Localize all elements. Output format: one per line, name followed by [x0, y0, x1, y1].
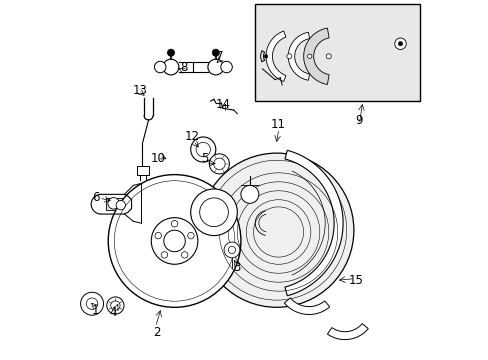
Circle shape [154, 61, 165, 73]
Text: 13: 13 [133, 84, 148, 97]
Circle shape [207, 59, 223, 75]
Circle shape [86, 298, 98, 310]
Circle shape [241, 185, 258, 203]
Circle shape [110, 301, 120, 310]
Bar [255, 4, 419, 101]
Circle shape [228, 246, 235, 253]
Text: 11: 11 [270, 118, 285, 131]
Bar [106, 198, 128, 211]
Circle shape [163, 230, 185, 252]
Circle shape [199, 198, 228, 226]
Circle shape [106, 297, 124, 314]
Circle shape [286, 54, 291, 59]
Text: 7: 7 [215, 50, 223, 63]
Text: 9: 9 [355, 114, 362, 127]
Circle shape [212, 49, 219, 56]
Bar [137, 166, 149, 175]
Circle shape [181, 252, 187, 258]
Polygon shape [288, 32, 309, 80]
Polygon shape [265, 31, 285, 82]
Circle shape [161, 252, 167, 258]
Circle shape [224, 242, 239, 258]
Circle shape [81, 292, 103, 315]
Text: 2: 2 [153, 326, 160, 339]
Circle shape [108, 198, 119, 209]
Circle shape [163, 59, 179, 75]
Text: 3: 3 [233, 261, 241, 274]
Text: 5: 5 [201, 152, 208, 165]
Text: 8: 8 [180, 60, 187, 73]
Circle shape [325, 54, 330, 59]
Text: 15: 15 [347, 274, 363, 287]
Circle shape [199, 153, 353, 307]
Text: 1: 1 [92, 305, 99, 318]
Polygon shape [303, 28, 328, 85]
Circle shape [167, 49, 174, 56]
Text: 10: 10 [151, 152, 165, 165]
Circle shape [264, 54, 267, 58]
Polygon shape [284, 298, 329, 315]
Circle shape [307, 54, 311, 58]
Circle shape [221, 61, 232, 73]
Text: 12: 12 [184, 130, 200, 144]
Circle shape [398, 41, 402, 46]
Circle shape [209, 154, 229, 174]
Polygon shape [327, 324, 367, 339]
Text: 6: 6 [92, 192, 99, 204]
Circle shape [190, 189, 237, 235]
Circle shape [151, 218, 198, 264]
Circle shape [171, 221, 178, 227]
Text: 14: 14 [215, 98, 230, 111]
Circle shape [108, 175, 241, 307]
Circle shape [187, 233, 194, 239]
Circle shape [116, 201, 125, 210]
Circle shape [155, 233, 161, 239]
Polygon shape [285, 150, 343, 296]
Circle shape [394, 38, 406, 49]
Text: 4: 4 [110, 306, 117, 319]
Circle shape [190, 137, 215, 162]
